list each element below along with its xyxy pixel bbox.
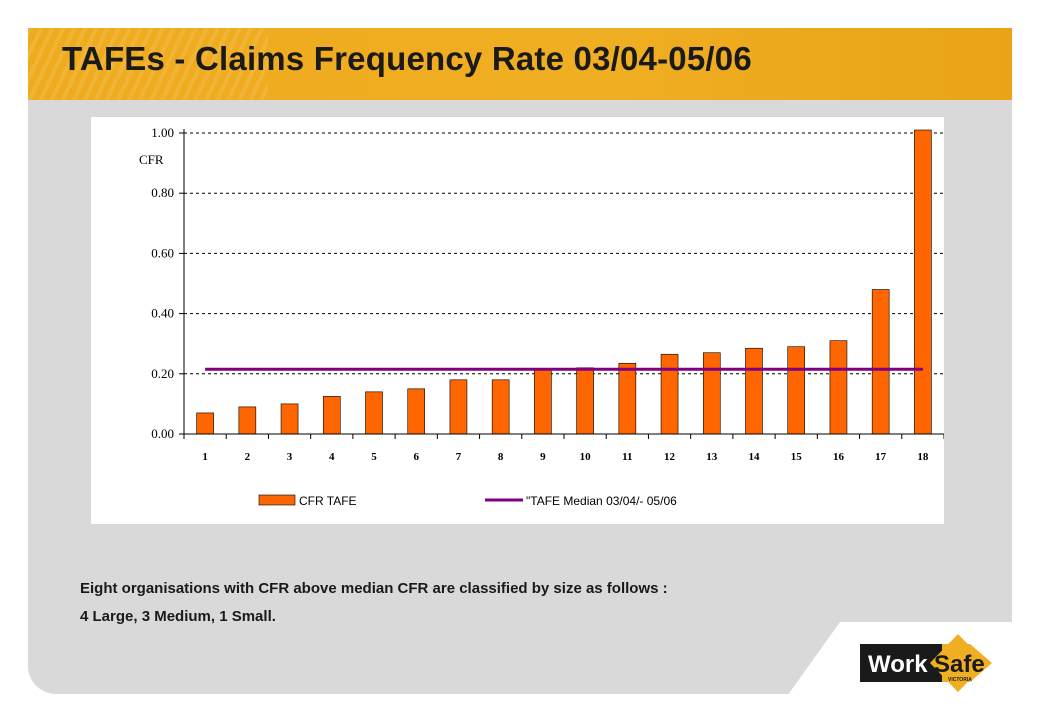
logo-word-work: Work	[868, 651, 928, 678]
bar	[491, 379, 510, 435]
bar	[534, 368, 552, 435]
bar	[238, 406, 257, 435]
x-tick-label: 11	[622, 451, 632, 463]
bar	[576, 367, 594, 435]
bar	[829, 340, 848, 435]
x-tick-label: 18	[917, 451, 929, 463]
x-tick-label: 2	[245, 451, 251, 463]
legend-label-bar: CFR TAFE	[299, 494, 357, 508]
bar	[322, 396, 341, 435]
legend-label-line: "TAFE Median 03/04/- 05/06	[526, 494, 677, 508]
bar	[702, 352, 721, 435]
header-band	[28, 28, 1012, 100]
x-tick-label: 17	[875, 451, 887, 463]
x-tick-label: 14	[749, 451, 761, 463]
logo-diamond-peak	[930, 634, 986, 692]
x-tick-label: 7	[456, 451, 462, 463]
worksafe-logo: Work Safe VICTORIA	[860, 634, 992, 692]
bar	[745, 347, 763, 435]
x-tick-label: 8	[498, 451, 504, 463]
y-tick-label: 0.60	[151, 245, 174, 260]
x-tick-label: 10	[580, 451, 592, 463]
y-tick-label: 0.00	[151, 426, 174, 441]
bar	[618, 362, 637, 435]
logo-sub: VICTORIA	[948, 677, 972, 683]
bar	[365, 391, 383, 435]
y-axis-label: CFR	[139, 152, 164, 167]
chart-panel: 0.00 0.20 0.40 0.60 0.80 1.00 CFR 1 2 3 4 5 6 7 8 9 10 11…	[91, 117, 944, 524]
page-title: TAFEs - Claims Frequency Rate 03/04-05/0…	[62, 40, 752, 77]
bar	[449, 379, 468, 435]
logo-left-block	[860, 644, 942, 682]
x-tick-label: 13	[706, 451, 718, 463]
bar	[407, 388, 426, 435]
x-tick-label: 6	[413, 451, 419, 463]
x-tick-label: 12	[664, 451, 676, 463]
bar	[280, 403, 299, 435]
bar	[196, 412, 214, 435]
x-tick-label: 1	[202, 451, 208, 463]
caption-line-1: Eight organisations with CFR above media…	[80, 580, 668, 597]
y-tick-label: 0.20	[151, 366, 174, 381]
bar	[787, 346, 806, 435]
y-tick-label: 0.80	[151, 185, 174, 200]
bar	[871, 289, 890, 435]
bar	[660, 353, 679, 435]
y-tick-label: 0.40	[151, 306, 174, 321]
logo-word-safe: Safe	[934, 651, 985, 678]
x-tick-label: 9	[540, 451, 546, 463]
bar	[914, 129, 932, 435]
x-tick-label: 3	[287, 451, 293, 463]
x-tick-label: 15	[791, 451, 803, 463]
x-tick-label: 16	[833, 451, 845, 463]
legend-swatch-bar	[258, 494, 296, 506]
x-tick-label: 5	[371, 451, 377, 463]
y-tick-label: 1.00	[151, 125, 174, 140]
x-tick-label: 4	[329, 451, 335, 463]
caption-line-2: 4 Large, 3 Medium, 1 Small.	[80, 608, 276, 625]
